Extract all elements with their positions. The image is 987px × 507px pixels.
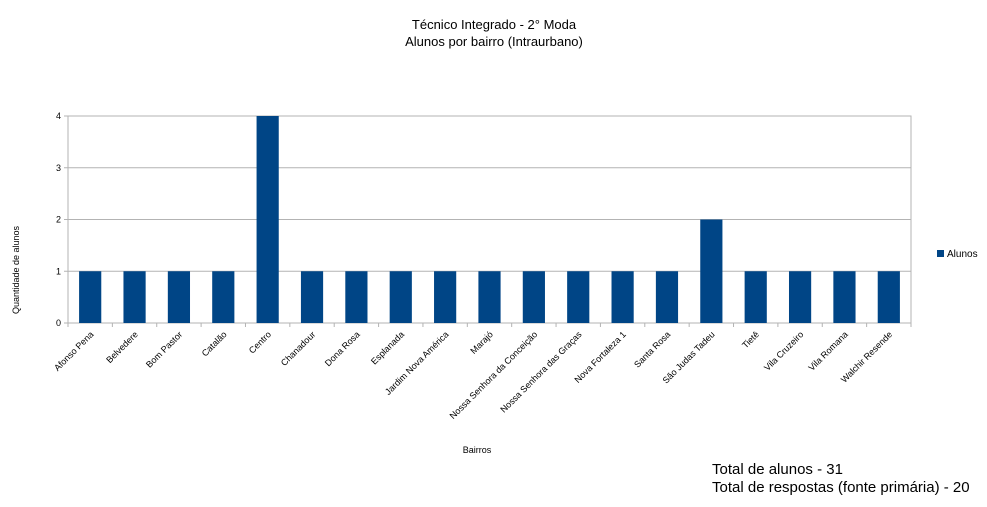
bar <box>256 116 279 323</box>
bar <box>389 271 412 323</box>
axes <box>64 115 912 327</box>
bar <box>877 271 900 323</box>
bar <box>434 271 457 323</box>
y-axis-label: Quantidade de alunos <box>11 225 21 314</box>
x-tick-label: Chanadour <box>279 329 318 368</box>
bar <box>655 271 679 323</box>
bar <box>478 271 501 323</box>
x-tick-label: Bom Pastor <box>144 329 184 369</box>
total-respostas-note: Total de respostas (fonte primária) - 20 <box>712 479 970 496</box>
legend: Alunos <box>937 249 978 260</box>
x-tick-label: Belvedere <box>104 329 140 365</box>
x-tick-label: Marajó <box>468 329 495 356</box>
x-tick-label: Dona Rosa <box>323 329 362 368</box>
x-tick-label: Tietê <box>740 329 761 350</box>
x-tick-label: Vila Cruzeiro <box>762 329 805 372</box>
bar <box>212 271 235 323</box>
y-tick-label: 1 <box>56 266 61 276</box>
bar <box>300 271 324 323</box>
bar <box>345 271 368 323</box>
y-tick-label: 3 <box>56 163 61 173</box>
bars <box>79 116 900 323</box>
bar <box>788 271 812 323</box>
bar <box>123 271 146 323</box>
x-tick-label: Catalão <box>200 329 229 358</box>
bar <box>79 271 102 323</box>
bar <box>744 271 767 323</box>
x-tick-label: Nossa Senhora das Graças <box>498 329 584 415</box>
legend-swatch <box>937 250 944 257</box>
bar <box>567 271 590 323</box>
bar <box>167 271 191 323</box>
legend-label: Alunos <box>947 249 978 260</box>
bar <box>522 271 545 323</box>
y-tick-label: 2 <box>56 215 61 225</box>
x-tick-label: Santa Rosa <box>632 329 672 369</box>
chart-title: Técnico Integrado - 2° Moda <box>412 17 577 32</box>
bar <box>700 219 723 323</box>
x-tick-label: Esplanada <box>369 329 406 366</box>
x-tick-label: Nossa Senhora da Conceição <box>448 329 540 421</box>
x-tick-label: Centro <box>247 329 273 355</box>
total-alunos-note: Total de alunos - 31 <box>712 461 843 478</box>
y-tick-label: 4 <box>56 111 61 121</box>
x-axis-label: Bairros <box>463 445 492 455</box>
x-tick-label: Vila Romana <box>806 329 849 372</box>
bar <box>833 271 856 323</box>
x-tick-labels: Afonso Pena Belvedere Bom Pastor Catalão Cen… <box>52 329 894 421</box>
chart-subtitle: Alunos por bairro (Intraurbano) <box>405 34 583 49</box>
y-tick-labels: 0 1 2 3 4 <box>56 111 61 328</box>
y-tick-label: 0 <box>56 318 61 328</box>
x-tick-label: Afonso Pena <box>52 329 96 373</box>
bar <box>611 271 634 323</box>
